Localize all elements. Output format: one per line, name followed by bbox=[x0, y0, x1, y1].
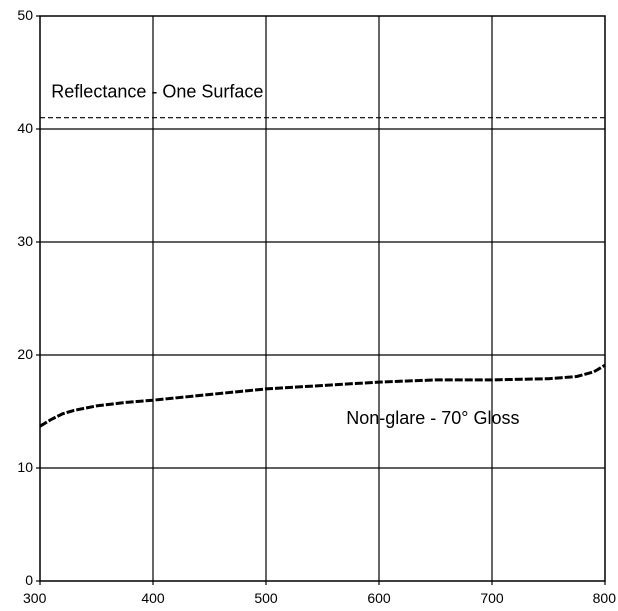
x-tick-label-300: 300 bbox=[23, 590, 47, 606]
annotations: Reflectance - One Surface Non-glare - 70°… bbox=[51, 81, 519, 428]
y-tick-label-30: 30 bbox=[17, 233, 33, 249]
annotation-2: Non-glare - 70° Gloss bbox=[346, 408, 519, 428]
plot-frame bbox=[39, 15, 606, 582]
tick-labels: 300 400 500 600 700 800 0 10 20 30 40 50 bbox=[17, 7, 616, 606]
x-tick-label-600: 600 bbox=[367, 590, 391, 606]
y-tick-label-0: 0 bbox=[25, 572, 33, 588]
y-tick-label-40: 40 bbox=[17, 120, 33, 136]
x-tick-label-700: 700 bbox=[480, 590, 504, 606]
series-line-2 bbox=[39, 363, 606, 428]
y-tick-label-20: 20 bbox=[17, 346, 33, 362]
y-tick-label-10: 10 bbox=[17, 459, 33, 475]
x-tick-label-400: 400 bbox=[141, 590, 165, 606]
y-tick-label-50: 50 bbox=[17, 7, 33, 23]
series-lines bbox=[39, 117, 606, 428]
grid-lines bbox=[40, 16, 605, 581]
x-tick-label-800: 800 bbox=[593, 590, 617, 606]
x-tick-label-500: 500 bbox=[254, 590, 278, 606]
annotation-1: Reflectance - One Surface bbox=[51, 81, 263, 101]
